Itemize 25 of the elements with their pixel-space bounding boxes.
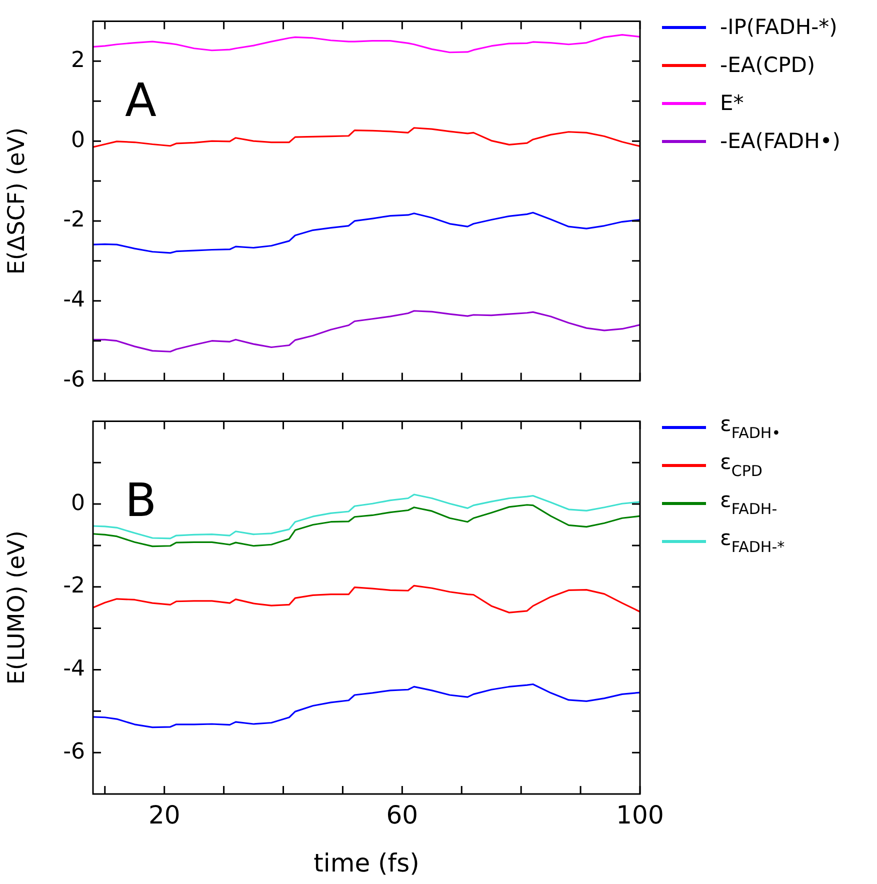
annotation: B [125, 473, 157, 528]
y-tick-label: -6 [63, 368, 85, 393]
y-tick-label: 0 [71, 490, 85, 516]
y-tick-label: -4 [63, 656, 85, 682]
x-tick-label: 100 [616, 800, 664, 830]
y-tick-label: 2 [71, 48, 85, 73]
y-axis-title: E(LUMO) (eV) [4, 530, 30, 685]
legend-label: ε$_{FADH-}$ [720, 488, 778, 518]
legend-label: -EA(FADH•) [720, 129, 840, 153]
legend-label: ε$_{CPD}$ [720, 450, 762, 480]
y-tick-label: 0 [71, 128, 85, 153]
legend-label: -EA(CPD) [720, 53, 816, 77]
legend-label: ε$_{FADH-*}$ [720, 526, 785, 556]
y-tick-label: -2 [63, 574, 85, 599]
y-tick-label: -6 [63, 739, 85, 764]
legend-label: -IP(FADH-*) [720, 15, 838, 39]
legend-label: ε$_{FADH•}$ [720, 412, 781, 442]
annotation: A [125, 73, 157, 128]
legend-label: E* [720, 91, 744, 115]
y-tick-label: -2 [63, 208, 85, 233]
y-tick-label: -4 [63, 288, 85, 313]
x-tick-label: 20 [148, 800, 180, 830]
y-axis-title: E(ΔSCF) (eV) [4, 127, 30, 275]
x-tick-label: 60 [386, 800, 418, 830]
x-axis-title: time (fs) [314, 848, 420, 878]
